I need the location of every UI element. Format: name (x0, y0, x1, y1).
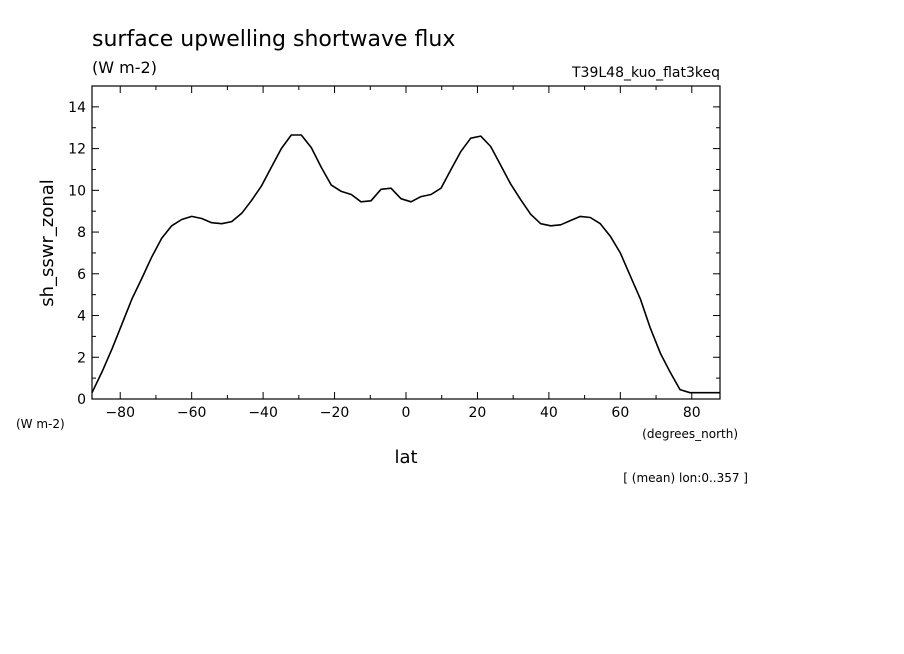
x-tick-label: −80 (105, 405, 135, 421)
y-tick-label: 0 (77, 392, 86, 408)
series-line (91, 134, 720, 394)
x-tick-label: −60 (177, 405, 207, 421)
y-tick-label: 6 (77, 267, 86, 283)
run-label: T39L48_kuo_flat3keq (571, 65, 720, 81)
x-tick-label: −20 (320, 405, 350, 421)
y-tick-label: 10 (68, 183, 86, 199)
x-tick-label: 60 (611, 405, 629, 421)
y-ticks: 0 2 4 6 8 10 12 14 (68, 85, 720, 408)
title-units: (W m-2) (92, 58, 157, 77)
plot-frame (91, 85, 721, 400)
y-tick-label: 14 (68, 100, 86, 116)
x-tick-label: 20 (469, 405, 487, 421)
y-tick-label: 4 (77, 309, 86, 325)
y-tick-label: 8 (77, 225, 86, 241)
x-tick-label: 40 (540, 405, 558, 421)
x-axis-label: lat (394, 447, 417, 468)
x-axis-units: (degrees_north) (642, 427, 738, 441)
y-tick-label: 12 (68, 142, 86, 158)
x-tick-label: 80 (683, 405, 701, 421)
y-tick-label: 2 (77, 350, 86, 366)
y-axis-label: sh_sswr_zonal (37, 179, 58, 307)
x-ticks: −80 −60 −40 −20 0 20 40 60 80 (105, 86, 701, 421)
x-tick-label: 0 (402, 405, 411, 421)
footnote: [ (mean) lon:0..357 ] (623, 471, 748, 485)
chart-title: surface upwelling shortwave flux (92, 27, 455, 52)
x-tick-label: −40 (248, 405, 278, 421)
y-axis-units: (W m-2) (16, 417, 65, 431)
